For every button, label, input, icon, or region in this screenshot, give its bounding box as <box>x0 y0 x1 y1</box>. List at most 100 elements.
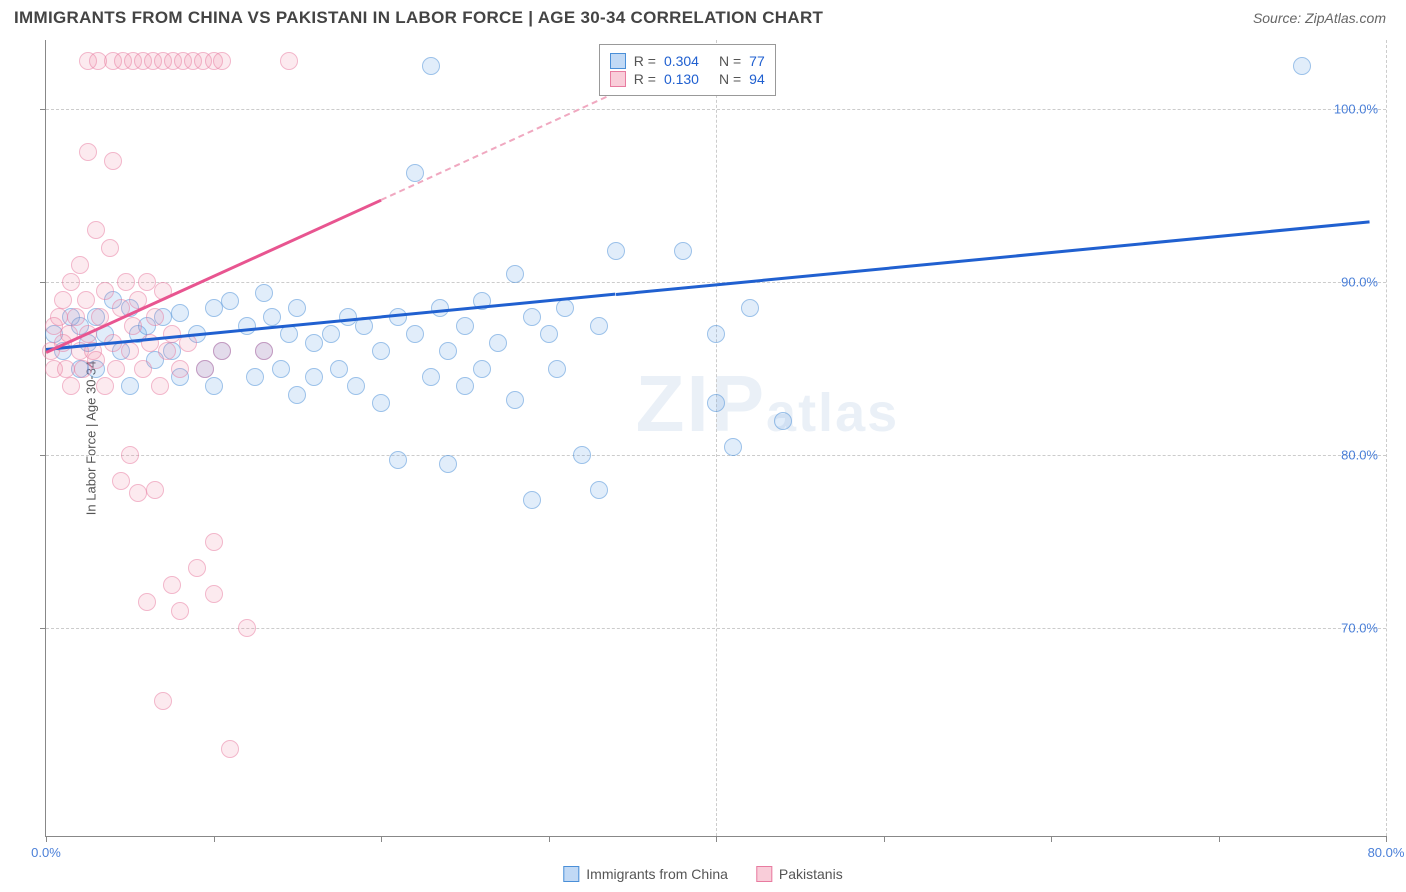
data-point <box>87 221 105 239</box>
data-point <box>590 317 608 335</box>
data-point <box>213 342 231 360</box>
data-point <box>89 52 107 70</box>
data-point <box>188 559 206 577</box>
data-point <box>151 377 169 395</box>
data-point <box>741 299 759 317</box>
data-point <box>607 242 625 260</box>
data-point <box>473 360 491 378</box>
data-point <box>322 325 340 343</box>
data-point <box>146 308 164 326</box>
data-point <box>280 52 298 70</box>
data-point <box>456 377 474 395</box>
data-point <box>134 360 152 378</box>
data-point <box>540 325 558 343</box>
data-point <box>138 273 156 291</box>
data-point <box>263 308 281 326</box>
legend-item: Pakistanis <box>756 866 843 882</box>
data-point <box>221 292 239 310</box>
data-point <box>556 299 574 317</box>
data-point <box>238 619 256 637</box>
chart-plot-area: In Labor Force | Age 30-34 ZIPatlas 70.0… <box>45 40 1386 837</box>
data-point <box>146 481 164 499</box>
data-point <box>255 284 273 302</box>
data-point <box>96 377 114 395</box>
data-point <box>305 334 323 352</box>
data-point <box>389 451 407 469</box>
data-point <box>506 391 524 409</box>
data-point <box>489 334 507 352</box>
data-point <box>221 740 239 758</box>
data-point <box>255 342 273 360</box>
data-point <box>724 438 742 456</box>
data-point <box>548 360 566 378</box>
y-tick-label: 90.0% <box>1341 275 1378 290</box>
data-point <box>456 317 474 335</box>
data-point <box>523 308 541 326</box>
legend-item: Immigrants from China <box>563 866 728 882</box>
data-point <box>196 360 214 378</box>
data-point <box>288 299 306 317</box>
data-point <box>138 593 156 611</box>
trend-line <box>615 220 1369 295</box>
data-point <box>774 412 792 430</box>
data-point <box>79 143 97 161</box>
data-point <box>129 484 147 502</box>
y-tick-label: 70.0% <box>1341 621 1378 636</box>
data-point <box>213 52 231 70</box>
data-point <box>104 152 122 170</box>
data-point <box>117 273 135 291</box>
data-point <box>171 360 189 378</box>
data-point <box>280 325 298 343</box>
data-point <box>590 481 608 499</box>
data-point <box>121 377 139 395</box>
data-point <box>205 585 223 603</box>
data-point <box>406 325 424 343</box>
data-point <box>67 308 85 326</box>
data-point <box>1293 57 1311 75</box>
data-point <box>272 360 290 378</box>
data-point <box>96 282 114 300</box>
data-point <box>112 472 130 490</box>
data-point <box>54 291 72 309</box>
data-point <box>372 342 390 360</box>
data-point <box>205 377 223 395</box>
data-point <box>422 368 440 386</box>
data-point <box>171 304 189 322</box>
data-point <box>422 57 440 75</box>
data-point <box>62 377 80 395</box>
data-point <box>50 308 68 326</box>
data-point <box>71 256 89 274</box>
data-point <box>523 491 541 509</box>
legend-correlation: R =0.304N =77R =0.130N =94 <box>599 44 776 96</box>
data-point <box>347 377 365 395</box>
data-point <box>707 325 725 343</box>
data-point <box>305 368 323 386</box>
data-point <box>372 394 390 412</box>
data-point <box>674 242 692 260</box>
legend-bottom: Immigrants from China Pakistanis <box>563 866 842 882</box>
data-point <box>121 342 139 360</box>
y-tick-label: 100.0% <box>1334 102 1378 117</box>
y-tick-label: 80.0% <box>1341 448 1378 463</box>
data-point <box>246 368 264 386</box>
data-point <box>87 351 105 369</box>
data-point <box>205 533 223 551</box>
data-point <box>101 239 119 257</box>
data-point <box>77 291 95 309</box>
data-point <box>439 342 457 360</box>
data-point <box>573 446 591 464</box>
data-point <box>158 342 176 360</box>
data-point <box>121 446 139 464</box>
data-point <box>107 360 125 378</box>
data-point <box>707 394 725 412</box>
x-tick-label: 80.0% <box>1368 845 1405 860</box>
data-point <box>506 265 524 283</box>
x-tick-label: 0.0% <box>31 845 61 860</box>
data-point <box>439 455 457 473</box>
data-point <box>238 317 256 335</box>
data-point <box>57 360 75 378</box>
data-point <box>288 386 306 404</box>
data-point <box>154 692 172 710</box>
chart-title: IMMIGRANTS FROM CHINA VS PAKISTANI IN LA… <box>14 8 823 28</box>
data-point <box>205 299 223 317</box>
